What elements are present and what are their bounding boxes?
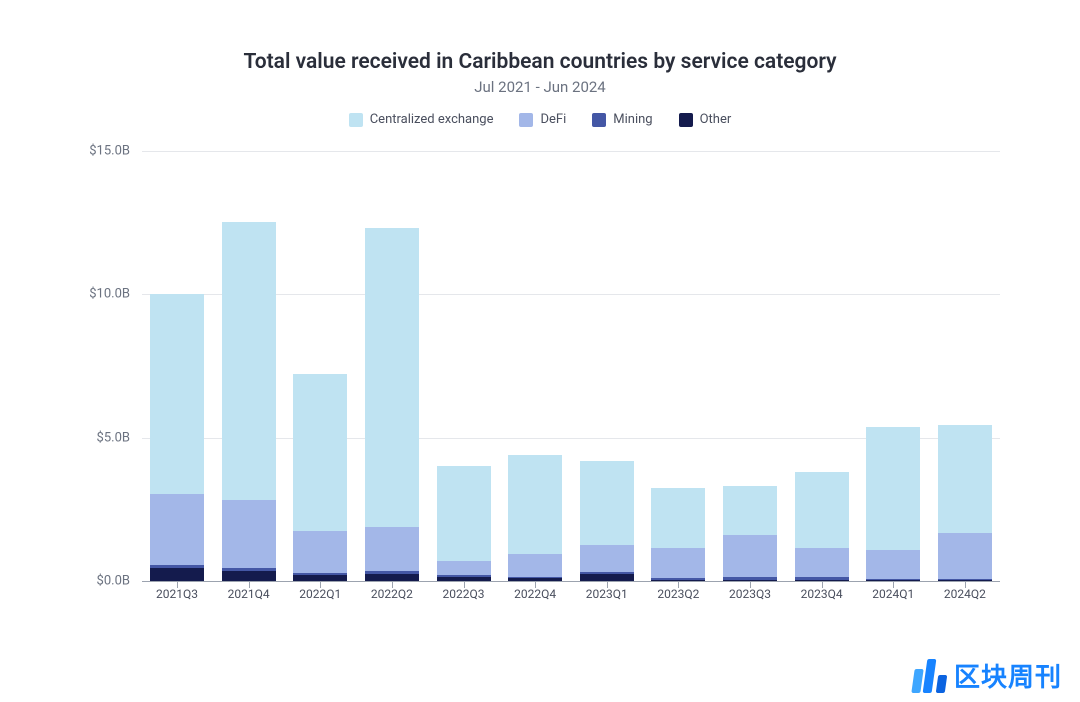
bars-row <box>142 151 1000 581</box>
bar-segment-defi <box>508 554 562 577</box>
x-axis-tick-label: 2023Q1 <box>580 587 634 601</box>
bar-segment-other <box>580 574 634 581</box>
x-axis-tick-label: 2021Q4 <box>222 587 276 601</box>
x-axis-tick-label: 2022Q4 <box>508 587 562 601</box>
bar-segment-defi <box>651 548 705 578</box>
y-axis-tick-label: $0.0B <box>97 574 130 589</box>
bar-segment-centralized <box>437 466 491 561</box>
x-axis-tick-label: 2024Q1 <box>866 587 920 601</box>
legend-item: Centralized exchange <box>349 112 494 127</box>
x-axis-labels: 2021Q3 2021Q4 2022Q1 2022Q2 2022Q3 2022Q4 2023… <box>142 581 1000 601</box>
bar-segment-centralized <box>580 461 634 546</box>
x-axis-tick-label: 2021Q3 <box>150 587 204 601</box>
bar-segment-defi <box>723 535 777 577</box>
watermark-text: 区块周刊 <box>954 657 1062 694</box>
bar-segment-defi <box>365 527 419 571</box>
bar-segment-centralized <box>866 427 920 550</box>
bar-segment-defi <box>222 500 276 567</box>
bar-segment-centralized <box>508 455 562 554</box>
bar-group <box>150 294 204 581</box>
bar-segment-centralized <box>222 222 276 500</box>
bar-group <box>795 472 849 581</box>
bar-group <box>723 486 777 581</box>
legend-item: Other <box>679 112 732 127</box>
bar-segment-defi <box>938 533 992 579</box>
bar-segment-centralized <box>150 294 204 495</box>
y-axis-tick-label: $15.0B <box>89 144 130 159</box>
bar-group <box>437 466 491 581</box>
x-axis-tick-label: 2022Q3 <box>437 587 491 601</box>
chart-container: Total value received in Caribbean countr… <box>0 0 1080 702</box>
legend-label: DeFi <box>540 112 566 127</box>
watermark-bar-icon <box>923 659 937 693</box>
chart-title: Total value received in Caribbean countr… <box>60 50 1020 74</box>
x-axis-tick-label: 2023Q3 <box>723 587 777 601</box>
legend-swatch-icon <box>592 113 606 127</box>
y-axis-labels: $0.0B$5.0B$10.0B$15.0B <box>60 151 130 581</box>
bar-group <box>938 425 992 581</box>
bar-group <box>508 455 562 581</box>
bar-segment-centralized <box>795 472 849 548</box>
chart-legend: Centralized exchange DeFi Mining Other <box>60 112 1020 127</box>
legend-item: DeFi <box>519 112 566 127</box>
y-axis-tick-label: $5.0B <box>97 430 130 445</box>
bar-segment-other <box>150 568 204 581</box>
bar-segment-centralized <box>293 374 347 532</box>
legend-label: Other <box>700 112 732 127</box>
bar-segment-defi <box>150 494 204 564</box>
legend-swatch-icon <box>349 113 363 127</box>
x-axis-tick-label: 2022Q1 <box>293 587 347 601</box>
legend-swatch-icon <box>679 113 693 127</box>
bar-segment-centralized <box>365 228 419 526</box>
bar-group <box>222 222 276 581</box>
watermark-bar-icon <box>936 675 948 693</box>
bar-segment-defi <box>437 561 491 575</box>
bar-segment-defi <box>580 545 634 572</box>
bar-segment-defi <box>795 548 849 577</box>
y-axis-tick-label: $10.0B <box>89 287 130 302</box>
bar-segment-other <box>222 571 276 581</box>
bar-group <box>293 374 347 581</box>
legend-label: Centralized exchange <box>370 112 494 127</box>
x-axis-tick-label: 2023Q4 <box>795 587 849 601</box>
plot-area: $0.0B$5.0B$10.0B$15.0B <box>142 151 1000 581</box>
x-axis-tick-label: 2024Q2 <box>938 587 992 601</box>
legend-label: Mining <box>613 112 652 127</box>
chart-subtitle: Jul 2021 - Jun 2024 <box>60 78 1020 96</box>
bar-segment-defi <box>293 531 347 573</box>
bar-segment-defi <box>866 550 920 579</box>
watermark-bars-icon <box>913 659 946 693</box>
bar-group <box>580 461 634 581</box>
bar-segment-other <box>365 574 419 581</box>
watermark-bar-icon <box>911 669 923 693</box>
bar-segment-centralized <box>651 488 705 548</box>
bar-segment-centralized <box>938 425 992 533</box>
x-axis-tick-label: 2022Q2 <box>365 587 419 601</box>
legend-item: Mining <box>592 112 652 127</box>
bar-group <box>651 488 705 581</box>
watermark: 区块周刊 <box>913 657 1062 694</box>
legend-swatch-icon <box>519 113 533 127</box>
bar-group <box>866 427 920 581</box>
bar-segment-centralized <box>723 486 777 535</box>
x-axis-tick-label: 2023Q2 <box>651 587 705 601</box>
bar-group <box>365 228 419 581</box>
